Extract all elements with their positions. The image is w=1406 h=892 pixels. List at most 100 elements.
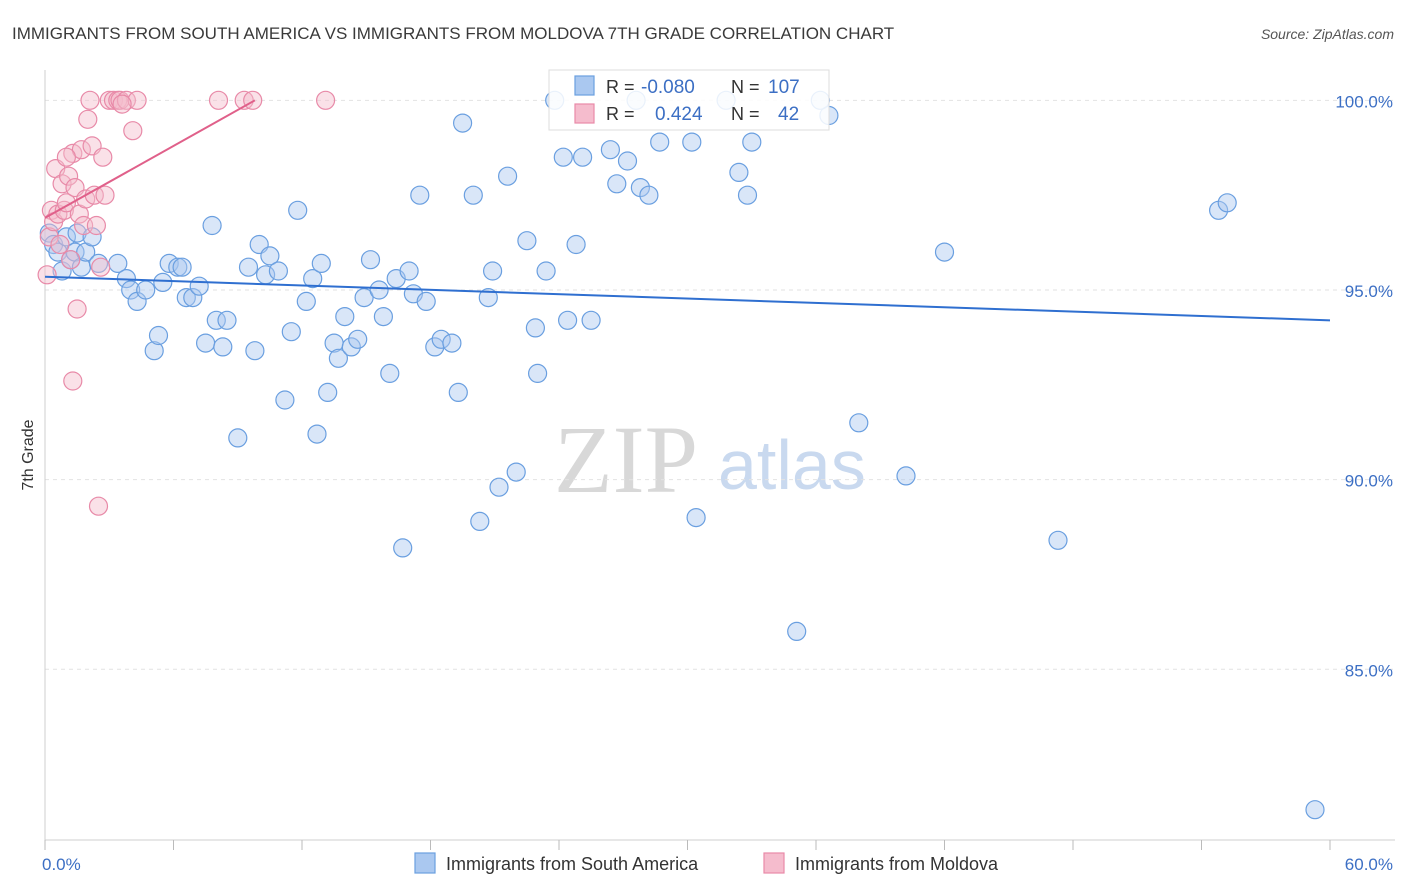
y-tick-label-1: 95.0%	[1345, 282, 1393, 301]
point-south-america-73	[506, 462, 526, 482]
point-south-america-38	[275, 390, 295, 410]
axes	[44, 70, 1395, 850]
y-axis-label: 7th Grade	[20, 419, 37, 490]
point-south-america-82	[572, 147, 593, 167]
point-south-america-55	[380, 363, 400, 383]
point-south-america-26	[196, 333, 216, 353]
point-south-america-70	[483, 261, 503, 281]
point-south-america-45	[318, 382, 338, 402]
point-south-america-41	[296, 291, 316, 311]
point-south-america-92	[686, 507, 706, 528]
point-south-america-28	[206, 310, 226, 330]
stats-swatch-south-america	[574, 75, 595, 96]
point-moldova-37	[208, 90, 229, 110]
legend-label-moldova[interactable]: Immigrants from Moldova	[795, 854, 999, 874]
trend-line-south-america	[44, 275, 1331, 322]
point-south-america-31	[228, 428, 248, 448]
point-south-america-96	[742, 132, 762, 152]
point-south-america-57	[393, 538, 413, 558]
point-moldova-28	[56, 147, 77, 167]
point-moldova-35	[123, 121, 143, 141]
legend-swatch-moldova[interactable]	[763, 852, 785, 874]
point-south-america-106	[1305, 800, 1325, 820]
point-south-america-27	[202, 215, 222, 236]
point-south-america-71	[489, 477, 509, 497]
trend-line-moldova	[44, 99, 256, 219]
stats-r-value-south-america: -0.080	[641, 77, 695, 98]
point-south-america-30	[217, 310, 237, 330]
point-south-america-77	[536, 261, 556, 281]
point-moldova-36	[127, 90, 147, 110]
x-tick-label-min: 0.0%	[42, 855, 81, 874]
stats-box: R = -0.080 N = 107 R = 0.424 N = 42	[548, 69, 830, 131]
point-south-america-65	[448, 382, 468, 402]
point-moldova-40	[316, 90, 336, 110]
point-south-america-18	[148, 325, 169, 346]
stats-r-label-moldova: R =	[606, 104, 635, 124]
legend-label-south-america[interactable]: Immigrants from South America	[446, 854, 699, 874]
stats-box-frame	[548, 69, 830, 131]
point-moldova-0	[37, 265, 57, 285]
point-south-america-49	[341, 337, 361, 357]
point-south-america-79	[553, 147, 573, 167]
point-south-america-47	[328, 348, 348, 368]
series-moldova-points	[37, 90, 336, 516]
point-moldova-6	[50, 234, 70, 255]
point-south-america-32	[238, 257, 259, 277]
point-south-america-25	[189, 276, 209, 296]
gridlines	[45, 99, 1395, 670]
point-south-america-72	[498, 166, 518, 186]
point-south-america-76	[527, 363, 548, 383]
x-tick-label-max: 60.0%	[1345, 855, 1393, 874]
point-south-america-33	[245, 341, 265, 361]
point-south-america-21	[168, 257, 188, 277]
watermark-atlas: atlas	[718, 426, 866, 504]
point-south-america-94	[729, 162, 749, 182]
point-south-america-83	[581, 310, 601, 330]
point-south-america-66	[453, 113, 473, 133]
point-moldova-41	[112, 94, 132, 114]
watermark-zip: ZIP	[554, 406, 698, 513]
point-moldova-23	[86, 215, 107, 236]
point-south-america-29	[213, 337, 233, 357]
point-south-america-64	[442, 333, 462, 353]
point-moldova-16	[71, 140, 92, 160]
legend-swatch-south-america[interactable]	[414, 852, 436, 874]
point-south-america-105	[1217, 193, 1237, 213]
point-south-america-102	[934, 242, 955, 262]
point-moldova-9	[56, 193, 77, 213]
point-south-america-4	[56, 227, 77, 247]
point-south-america-22	[172, 257, 192, 277]
point-south-america-97	[787, 621, 807, 642]
point-moldova-26	[93, 147, 113, 167]
point-moldova-8	[54, 200, 74, 220]
stats-n-value-moldova: 42	[778, 104, 799, 125]
point-moldova-11	[61, 250, 81, 270]
point-south-america-91	[682, 132, 702, 152]
point-south-america-100	[849, 413, 869, 433]
point-south-america-52	[360, 250, 381, 270]
point-south-america-40	[288, 200, 308, 220]
point-south-america-101	[896, 466, 916, 486]
point-south-america-84	[600, 140, 621, 160]
stats-n-label-south-america: N =	[731, 77, 760, 97]
y-tick-labels: 100.0% 95.0% 90.0% 85.0%	[1335, 92, 1393, 680]
point-south-america-39	[281, 322, 301, 342]
point-south-america-51	[354, 288, 374, 308]
point-south-america-44	[311, 253, 331, 273]
point-south-america-48	[335, 307, 355, 327]
point-moldova-27	[63, 371, 83, 391]
point-moldova-25	[91, 257, 111, 277]
point-moldova-29	[95, 185, 115, 205]
point-moldova-24	[88, 496, 109, 516]
point-south-america-14	[121, 280, 141, 300]
stats-swatch-moldova	[574, 103, 595, 124]
point-south-america-19	[153, 272, 173, 292]
point-south-america-61	[416, 291, 436, 311]
point-south-america-67	[463, 185, 483, 205]
stats-r-value-moldova: 0.424	[655, 104, 703, 125]
stats-n-label-moldova: N =	[731, 104, 760, 124]
point-south-america-23	[176, 288, 196, 308]
point-south-america-89	[639, 185, 659, 205]
stats-r-label-south-america: R =	[606, 77, 635, 97]
